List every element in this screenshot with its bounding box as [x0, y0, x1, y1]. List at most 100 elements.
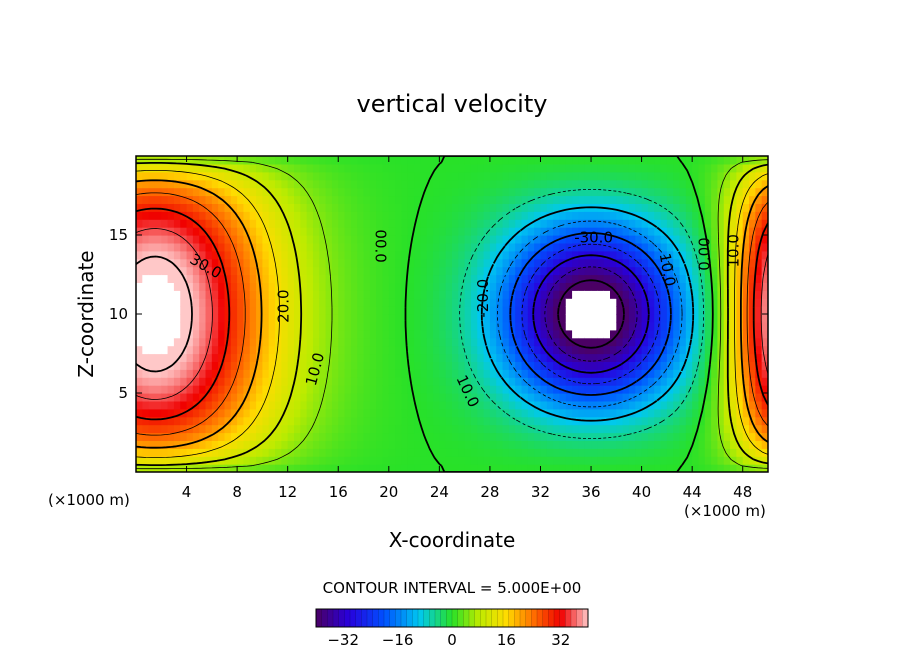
heatmap-cell	[489, 171, 497, 181]
heatmap-cell	[205, 416, 213, 426]
heatmap-cell	[508, 306, 516, 315]
heatmap-cell	[300, 187, 308, 197]
heatmap-cell	[730, 408, 737, 418]
heatmap-cell	[306, 432, 314, 441]
heatmap-cell	[489, 321, 497, 331]
heatmap-cell	[312, 464, 320, 472]
heatmap-cell	[142, 440, 150, 449]
heatmap-cell	[458, 266, 466, 276]
heatmap-cell	[755, 298, 763, 307]
heatmap-cell	[616, 329, 624, 339]
heatmap-cell	[654, 203, 662, 212]
heatmap-cell	[546, 274, 554, 283]
heatmap-cell	[306, 408, 314, 418]
heatmap-cell	[312, 298, 320, 307]
heatmap-cell	[572, 282, 579, 291]
heatmap-cell	[666, 448, 674, 457]
heatmap-cell	[192, 298, 200, 307]
heatmap-cell	[610, 266, 617, 276]
heatmap-cell	[306, 464, 314, 472]
heatmap-cell	[761, 400, 768, 410]
heatmap-cell	[161, 400, 169, 410]
heatmap-cell	[578, 298, 586, 307]
heatmap-cell	[243, 369, 251, 378]
heatmap-cell	[445, 250, 453, 260]
heatmap-cell	[730, 464, 737, 472]
heatmap-cell	[622, 250, 630, 260]
heatmap-cell	[243, 187, 251, 197]
heatmap-cell	[319, 250, 327, 260]
heatmap-cell	[546, 290, 554, 299]
heatmap-cell	[489, 211, 497, 220]
heatmap-cell	[597, 448, 605, 457]
heatmap-cell	[167, 179, 175, 189]
heatmap-cell	[660, 203, 668, 212]
heatmap-cell	[192, 393, 200, 402]
heatmap-cell	[445, 314, 453, 323]
heatmap-cell	[363, 314, 371, 323]
heatmap-cell	[300, 416, 308, 426]
heatmap-cell	[572, 361, 579, 370]
heatmap-cell	[679, 329, 687, 339]
heatmap-cell	[578, 456, 586, 465]
heatmap-cell	[616, 377, 624, 386]
heatmap-cell	[660, 424, 668, 434]
heatmap-cell	[414, 345, 421, 355]
y-axis-label: Z-coordinate	[74, 250, 98, 377]
heatmap-cell	[597, 321, 605, 331]
colorbar-swatch	[367, 609, 374, 627]
heatmap-cell	[281, 393, 289, 402]
heatmap-cell	[445, 385, 453, 394]
heatmap-cell	[546, 282, 554, 291]
heatmap-cell	[243, 432, 251, 441]
heatmap-cell	[414, 424, 421, 434]
heatmap-cell	[256, 163, 263, 173]
heatmap-cell	[654, 377, 662, 386]
heatmap-cell	[294, 321, 301, 331]
heatmap-cell	[483, 416, 491, 426]
heatmap-cell	[553, 321, 561, 331]
heatmap-cell	[723, 187, 731, 197]
heatmap-cell	[192, 266, 200, 276]
heatmap-cell	[622, 195, 630, 204]
heatmap-cell	[262, 456, 270, 465]
heatmap-cell	[597, 250, 605, 260]
heatmap-cell	[243, 258, 251, 268]
heatmap-cell	[540, 408, 548, 418]
heatmap-cell	[685, 408, 693, 418]
heatmap-cell	[218, 282, 226, 291]
heatmap-cell	[306, 274, 314, 283]
heatmap-cell	[395, 393, 403, 402]
heatmap-cell	[470, 416, 478, 426]
heatmap-cell	[502, 156, 510, 165]
heatmap-cell	[433, 448, 440, 457]
heatmap-cell	[136, 369, 143, 378]
heatmap-cell	[673, 416, 681, 426]
heatmap-cell	[477, 306, 485, 315]
heatmap-cell	[167, 242, 175, 252]
heatmap-cell	[180, 203, 188, 212]
heatmap-cell	[161, 195, 169, 204]
heatmap-cell	[464, 377, 472, 386]
heatmap-cell	[319, 258, 327, 268]
heatmap-cell	[452, 440, 459, 449]
heatmap-cell	[761, 156, 768, 165]
heatmap-cell	[420, 171, 428, 181]
x-tick-label: 20	[379, 483, 398, 501]
heatmap-cell	[477, 321, 485, 331]
heatmap-cell	[603, 337, 611, 347]
heatmap-cell	[477, 298, 485, 307]
heatmap-cell	[363, 179, 371, 189]
heatmap-cell	[439, 377, 447, 386]
heatmap-cell	[167, 329, 175, 339]
heatmap-cell	[388, 290, 396, 299]
heatmap-cell	[414, 377, 421, 386]
heatmap-cell	[597, 163, 605, 173]
heatmap-cell	[167, 219, 175, 228]
contour-line	[136, 179, 768, 449]
heatmap-cell	[426, 329, 434, 339]
heatmap-cell	[211, 369, 219, 378]
heatmap-cell	[723, 203, 731, 212]
heatmap-cell	[673, 290, 681, 299]
heatmap-cell	[717, 385, 725, 394]
